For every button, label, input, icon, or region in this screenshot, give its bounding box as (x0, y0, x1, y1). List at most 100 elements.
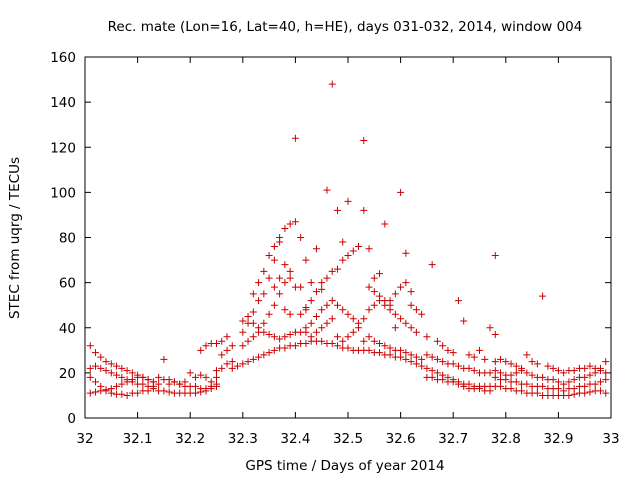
x-tick-label: 32.6 (386, 431, 416, 447)
data-point (444, 346, 452, 354)
data-point (328, 267, 336, 275)
data-point (476, 385, 483, 393)
data-point (602, 358, 610, 366)
data-point (323, 301, 331, 309)
data-point (249, 355, 257, 363)
data-point (570, 376, 578, 384)
data-point (512, 378, 520, 386)
data-point (286, 274, 294, 282)
x-tick-label: 33 (602, 431, 619, 447)
data-point (255, 353, 263, 361)
data-point (565, 378, 573, 386)
data-point (218, 351, 226, 359)
data-point (228, 364, 236, 372)
data-point (239, 317, 247, 325)
data-point (381, 297, 389, 305)
data-point (139, 373, 147, 381)
data-point (365, 333, 373, 341)
plot-frame (84, 56, 612, 419)
data-point (528, 358, 536, 366)
data-point (249, 333, 257, 341)
data-point (281, 279, 289, 287)
data-point (402, 319, 410, 327)
data-point (270, 346, 278, 354)
x-tick-label: 32.3 (228, 431, 258, 447)
data-point (528, 371, 536, 379)
data-point (234, 362, 242, 370)
data-point (433, 355, 441, 363)
data-point (312, 312, 320, 320)
data-point (365, 283, 373, 291)
data-point (123, 376, 131, 384)
y-tick-label: 100 (50, 185, 76, 201)
data-point (418, 310, 426, 318)
data-point (318, 279, 326, 287)
data-point (407, 288, 415, 296)
data-point (391, 290, 399, 298)
data-point (439, 376, 447, 384)
data-point (328, 315, 336, 323)
data-point (339, 238, 347, 246)
data-point (265, 252, 273, 260)
data-point (155, 380, 163, 388)
data-point (86, 342, 94, 350)
data-point (239, 360, 247, 368)
data-point (339, 306, 347, 314)
data-point (160, 387, 168, 395)
data-point (381, 220, 389, 228)
data-point (202, 342, 210, 350)
data-point (260, 290, 268, 298)
data-point (549, 376, 557, 384)
data-points (86, 80, 610, 399)
data-point (360, 206, 368, 214)
data-point (333, 301, 341, 309)
data-point (160, 355, 168, 363)
data-point (565, 391, 573, 399)
data-point (97, 382, 105, 390)
data-point (596, 367, 604, 375)
data-point (439, 342, 447, 350)
data-point (497, 382, 505, 390)
data-point (213, 340, 220, 348)
data-point (276, 290, 284, 298)
data-point (418, 355, 426, 363)
data-point (107, 389, 115, 397)
data-point (407, 351, 415, 359)
data-point (333, 333, 341, 341)
data-point (276, 335, 284, 343)
data-point (554, 378, 562, 386)
data-point (318, 324, 326, 332)
data-point (365, 245, 373, 253)
data-point (312, 288, 320, 296)
data-point (92, 388, 100, 396)
data-point (507, 360, 515, 368)
data-point (102, 367, 110, 375)
data-point (155, 373, 163, 381)
data-point (370, 301, 378, 309)
data-point (386, 301, 394, 309)
data-point (86, 389, 94, 397)
data-point (281, 333, 289, 341)
data-point (244, 358, 252, 366)
data-point (260, 267, 268, 275)
data-point (602, 376, 610, 384)
data-point (560, 380, 568, 388)
data-point (497, 369, 505, 377)
data-point (397, 315, 405, 323)
x-tick-label: 32.2 (175, 431, 205, 447)
data-point (249, 319, 257, 327)
data-point (255, 279, 263, 287)
data-point (507, 385, 515, 393)
data-point (307, 297, 315, 305)
data-point (533, 360, 541, 368)
data-point (197, 388, 205, 396)
data-point (591, 364, 599, 372)
data-point (113, 371, 121, 379)
data-point (439, 358, 447, 366)
data-point (581, 373, 589, 381)
x-tick-label: 32.5 (333, 431, 363, 447)
data-point (586, 371, 594, 379)
data-point (123, 391, 131, 399)
data-point (333, 265, 341, 273)
data-point (370, 274, 378, 282)
